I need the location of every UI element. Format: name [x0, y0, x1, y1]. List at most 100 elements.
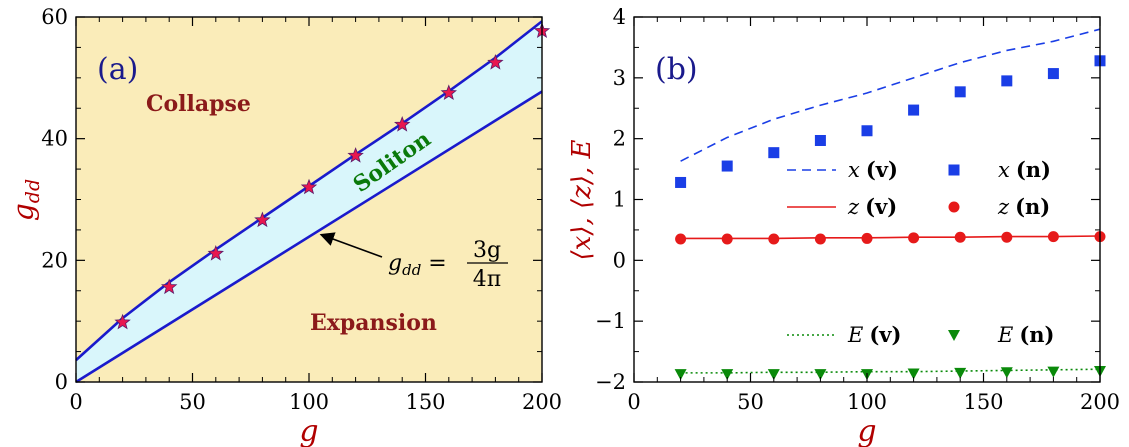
legend-series-name: z	[847, 195, 860, 219]
y-tick-label: 2	[613, 127, 626, 151]
panel-a-xlabel: g	[299, 414, 318, 447]
x-tick-label: 150	[963, 390, 1003, 414]
star-marker	[161, 278, 178, 295]
triangle-marker	[814, 369, 827, 381]
legend-series-name: x	[998, 158, 1010, 182]
triangle-marker	[954, 367, 967, 379]
y-tick-label: 0	[613, 248, 626, 272]
star-marker	[347, 147, 364, 163]
ylabel-sub: dd	[22, 179, 44, 203]
equation-lhs-sub: dd	[402, 261, 421, 279]
legend-label-E-n: E (n)	[997, 322, 1054, 347]
legend-series-tag: (v)	[866, 157, 898, 182]
square-marker	[721, 160, 733, 172]
equation-equals: =	[421, 251, 446, 276]
x-tick-label: 200	[1080, 390, 1120, 414]
circle-marker	[814, 233, 826, 245]
legend-series-tag: (n)	[1016, 157, 1051, 182]
panel-a-ylabel: gdd	[7, 179, 44, 221]
legend-label-E-v: E (v)	[847, 322, 901, 347]
circle-marker	[675, 233, 687, 245]
panel-b-ylabel: ⟨x⟩, ⟨z⟩, E	[567, 139, 597, 260]
x-tick-label: 50	[737, 390, 764, 414]
triangle-marker	[721, 369, 734, 381]
gdd-equation: gdd = 3g 4π	[388, 238, 508, 292]
y-tick-label: 1	[613, 188, 626, 212]
ylabel-main: g	[7, 203, 40, 221]
circle-marker	[908, 232, 920, 244]
star-marker	[114, 313, 131, 330]
legend-series-name: x	[848, 158, 860, 182]
star-marker	[440, 84, 457, 101]
star-marker	[487, 54, 504, 70]
legend-series-name: z	[997, 195, 1010, 219]
svg-text:gdd =: gdd =	[388, 251, 447, 279]
annotation-arrow	[319, 232, 383, 258]
circle-marker	[1001, 231, 1013, 243]
series-z-solid-line	[680, 235, 1101, 240]
square-marker	[954, 86, 966, 98]
legend-label-z-v: z (v)	[847, 194, 897, 219]
collapse-label: Collapse	[146, 91, 251, 117]
square-marker	[1047, 68, 1059, 80]
circle-marker	[861, 232, 873, 244]
series-x-dashed-line	[680, 28, 1101, 162]
star-marker	[394, 116, 411, 132]
legend-label-z-n: z (n)	[997, 194, 1050, 219]
star-marker	[254, 211, 271, 228]
y-tick-label: 3	[613, 66, 626, 90]
legend-square-marker	[948, 164, 960, 176]
equation-denominator: 4π	[473, 267, 501, 292]
legend-series-tag: (v)	[865, 194, 897, 219]
square-marker	[768, 147, 780, 159]
y-tick-label: 0	[55, 370, 68, 394]
expansion-label: Expansion	[310, 310, 437, 336]
circle-marker	[768, 233, 780, 245]
legend-triangle-marker	[948, 330, 960, 341]
legend-series-tag: (n)	[1019, 322, 1054, 347]
svg-text:gdd: gdd	[7, 179, 44, 221]
triangle-marker	[907, 368, 920, 380]
square-marker	[861, 125, 873, 137]
panel-b-xlabel: g	[857, 414, 876, 447]
legend-label-x-n: x (n)	[998, 157, 1051, 182]
legend-series-tag: (v)	[869, 322, 901, 347]
circle-marker	[1047, 231, 1059, 243]
panel-b-label: (b)	[655, 52, 698, 87]
x-tick-label: 150	[405, 390, 445, 414]
panel-b-ticks: 0 50 100 150 200 −2 −1 0 1 2 3 4	[595, 5, 1120, 414]
x-tick-label: 0	[627, 390, 640, 414]
star-marker	[207, 245, 224, 261]
legend-series-tag: (n)	[1015, 194, 1050, 219]
circle-marker	[954, 231, 966, 243]
triangle-marker	[767, 369, 780, 381]
star-marker	[300, 178, 318, 195]
y-tick-label: 4	[613, 5, 626, 29]
legend: x (v) x (n)z (v) z (n)E (v) E (n)	[787, 157, 1054, 347]
panel-b-series	[674, 28, 1106, 381]
y-tick-label: 20	[41, 248, 68, 272]
square-marker	[908, 104, 920, 116]
triangle-marker	[674, 369, 687, 381]
soliton-band	[76, 21, 542, 383]
triangle-marker	[1047, 366, 1060, 378]
square-marker	[814, 134, 826, 146]
legend-series-name: E	[847, 323, 863, 347]
equation-numerator: 3g	[473, 238, 501, 263]
x-tick-label: 0	[69, 390, 82, 414]
lower-boundary-line	[75, 90, 543, 384]
y-tick-label: 60	[41, 5, 68, 29]
circle-marker	[721, 233, 733, 245]
equation-lhs: g	[388, 251, 402, 276]
legend-circle-marker	[948, 201, 960, 213]
triangle-marker	[1000, 367, 1013, 379]
panel-a-label: (a)	[97, 52, 138, 87]
panel-a-ticks: 0 50 100 150 200 0 20 40 60	[41, 5, 562, 414]
x-tick-label: 100	[289, 390, 329, 414]
x-tick-label: 200	[522, 390, 562, 414]
square-marker	[1001, 75, 1013, 87]
legend-label-x-v: x (v)	[848, 157, 898, 182]
